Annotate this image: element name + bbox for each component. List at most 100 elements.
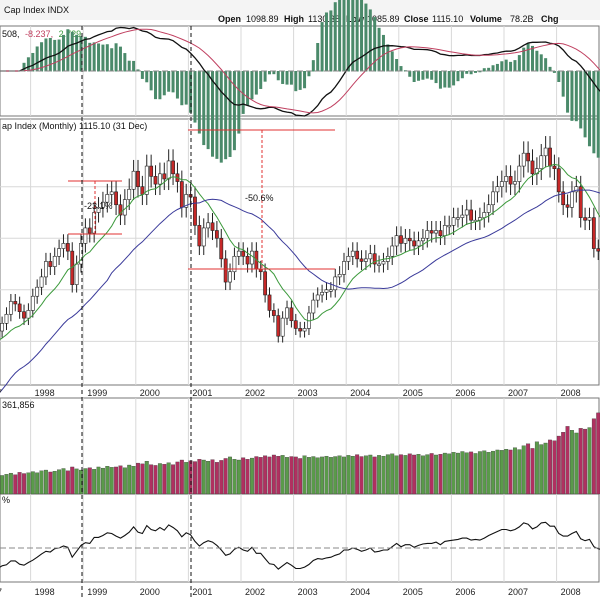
candle-body bbox=[101, 201, 105, 208]
candle-body bbox=[162, 173, 167, 180]
volume-bar bbox=[574, 432, 579, 495]
grid bbox=[0, 26, 599, 582]
volume-bar bbox=[153, 465, 158, 495]
macd-hist-bar bbox=[434, 71, 438, 84]
volume-bar bbox=[359, 456, 364, 495]
volume-bar bbox=[263, 455, 268, 495]
x-tick-label: 2006 bbox=[455, 388, 475, 398]
candle-body bbox=[298, 328, 303, 332]
candle-body bbox=[52, 255, 57, 267]
candle-body bbox=[350, 250, 355, 257]
candle-body bbox=[394, 235, 399, 247]
macd-hist-bar bbox=[75, 34, 79, 72]
candle-body bbox=[166, 160, 171, 180]
volume-bar bbox=[521, 445, 526, 495]
macd-hist-bar bbox=[430, 71, 434, 80]
x-tick-label: 2004 bbox=[350, 388, 370, 398]
macd-hist-bar bbox=[482, 68, 486, 72]
candle-body bbox=[495, 186, 500, 193]
x-tick-label: 2002 bbox=[245, 587, 265, 597]
macd-hist-bar bbox=[237, 71, 241, 134]
volume-bar bbox=[65, 470, 70, 495]
candle-body bbox=[530, 160, 535, 175]
volume-bar bbox=[517, 449, 522, 495]
candle-body bbox=[228, 271, 232, 283]
candle-body bbox=[499, 181, 504, 188]
macd-hist-bar bbox=[425, 71, 429, 79]
volume-bar bbox=[193, 461, 197, 495]
header-bar bbox=[0, 0, 600, 20]
macd-hist-bar bbox=[101, 44, 105, 72]
candle-body bbox=[407, 237, 412, 242]
volume-bar bbox=[232, 459, 237, 495]
volume-bar bbox=[473, 453, 478, 495]
macd-hist-bar bbox=[206, 71, 210, 150]
volume-bar bbox=[276, 455, 281, 495]
candle-body bbox=[87, 227, 92, 234]
volume-bar bbox=[324, 455, 329, 495]
volume-bar bbox=[214, 462, 219, 495]
candle-body bbox=[30, 295, 35, 311]
candle-body bbox=[504, 176, 509, 182]
volume-bar bbox=[280, 455, 285, 495]
volume-bar bbox=[114, 466, 119, 495]
volume-bar bbox=[368, 454, 373, 495]
candle-body bbox=[596, 248, 600, 252]
candle-body bbox=[315, 294, 320, 301]
volume-bar bbox=[298, 458, 303, 495]
macd-legend-c: 2.729 bbox=[59, 29, 82, 39]
macd-hist-bar bbox=[66, 29, 70, 72]
volume-bar bbox=[552, 440, 557, 495]
volume-bar bbox=[464, 452, 469, 495]
volume-bar bbox=[267, 456, 272, 495]
candle-body bbox=[245, 255, 250, 265]
volume-bar bbox=[57, 469, 62, 495]
candle-body bbox=[416, 240, 421, 247]
candle-body bbox=[0, 322, 5, 332]
candle-body bbox=[377, 263, 381, 266]
candle-body bbox=[521, 152, 526, 167]
candle-body bbox=[556, 168, 561, 193]
macd-hist-bar bbox=[132, 60, 136, 72]
volume-bar bbox=[438, 454, 443, 495]
volume-bar bbox=[13, 474, 18, 495]
candle-body bbox=[508, 176, 513, 185]
volume-bar bbox=[434, 454, 439, 495]
candle-body bbox=[179, 181, 184, 208]
candle-body bbox=[548, 147, 552, 167]
macd-hist-bar bbox=[22, 62, 26, 72]
macd-hist-bar bbox=[276, 71, 280, 81]
macd-hist-bar bbox=[530, 45, 534, 72]
macd-hist-bar bbox=[346, 0, 350, 72]
macd-hist-bar bbox=[364, 3, 368, 72]
volume-bar bbox=[513, 447, 517, 495]
macd-hist-bar bbox=[259, 71, 263, 89]
candle-body bbox=[456, 217, 460, 220]
volume-bar bbox=[179, 459, 184, 495]
drawdown-markers: -23.1% -50.6% bbox=[68, 129, 335, 270]
x-tick-label: 2004 bbox=[350, 587, 370, 597]
macd-hist-bar bbox=[272, 71, 276, 75]
macd-hist-bar bbox=[487, 67, 491, 72]
volume-bar bbox=[100, 467, 105, 495]
volume-bar bbox=[403, 455, 408, 495]
macd-hist-bar bbox=[311, 60, 315, 72]
volume-bar bbox=[39, 470, 44, 495]
macd-hist-bar bbox=[281, 71, 285, 84]
macd-hist-bar bbox=[566, 71, 570, 113]
volume-bar bbox=[456, 452, 460, 495]
macd-hist-bar bbox=[504, 59, 508, 72]
macd-hist-bar bbox=[526, 43, 530, 72]
low-label: Low bbox=[346, 14, 365, 24]
volume-bar bbox=[447, 453, 452, 495]
volume-series bbox=[0, 412, 600, 495]
bottom-label: % bbox=[2, 495, 10, 505]
macd-hist-bar bbox=[381, 34, 385, 72]
x-tick-label: 2003 bbox=[298, 587, 318, 597]
volume-bar bbox=[197, 459, 202, 495]
macd-hist-bar bbox=[114, 43, 118, 72]
macd-hist-bar bbox=[460, 71, 464, 79]
volume-bar bbox=[52, 471, 57, 495]
volume-bar bbox=[149, 464, 154, 495]
volume-bar bbox=[534, 441, 539, 495]
